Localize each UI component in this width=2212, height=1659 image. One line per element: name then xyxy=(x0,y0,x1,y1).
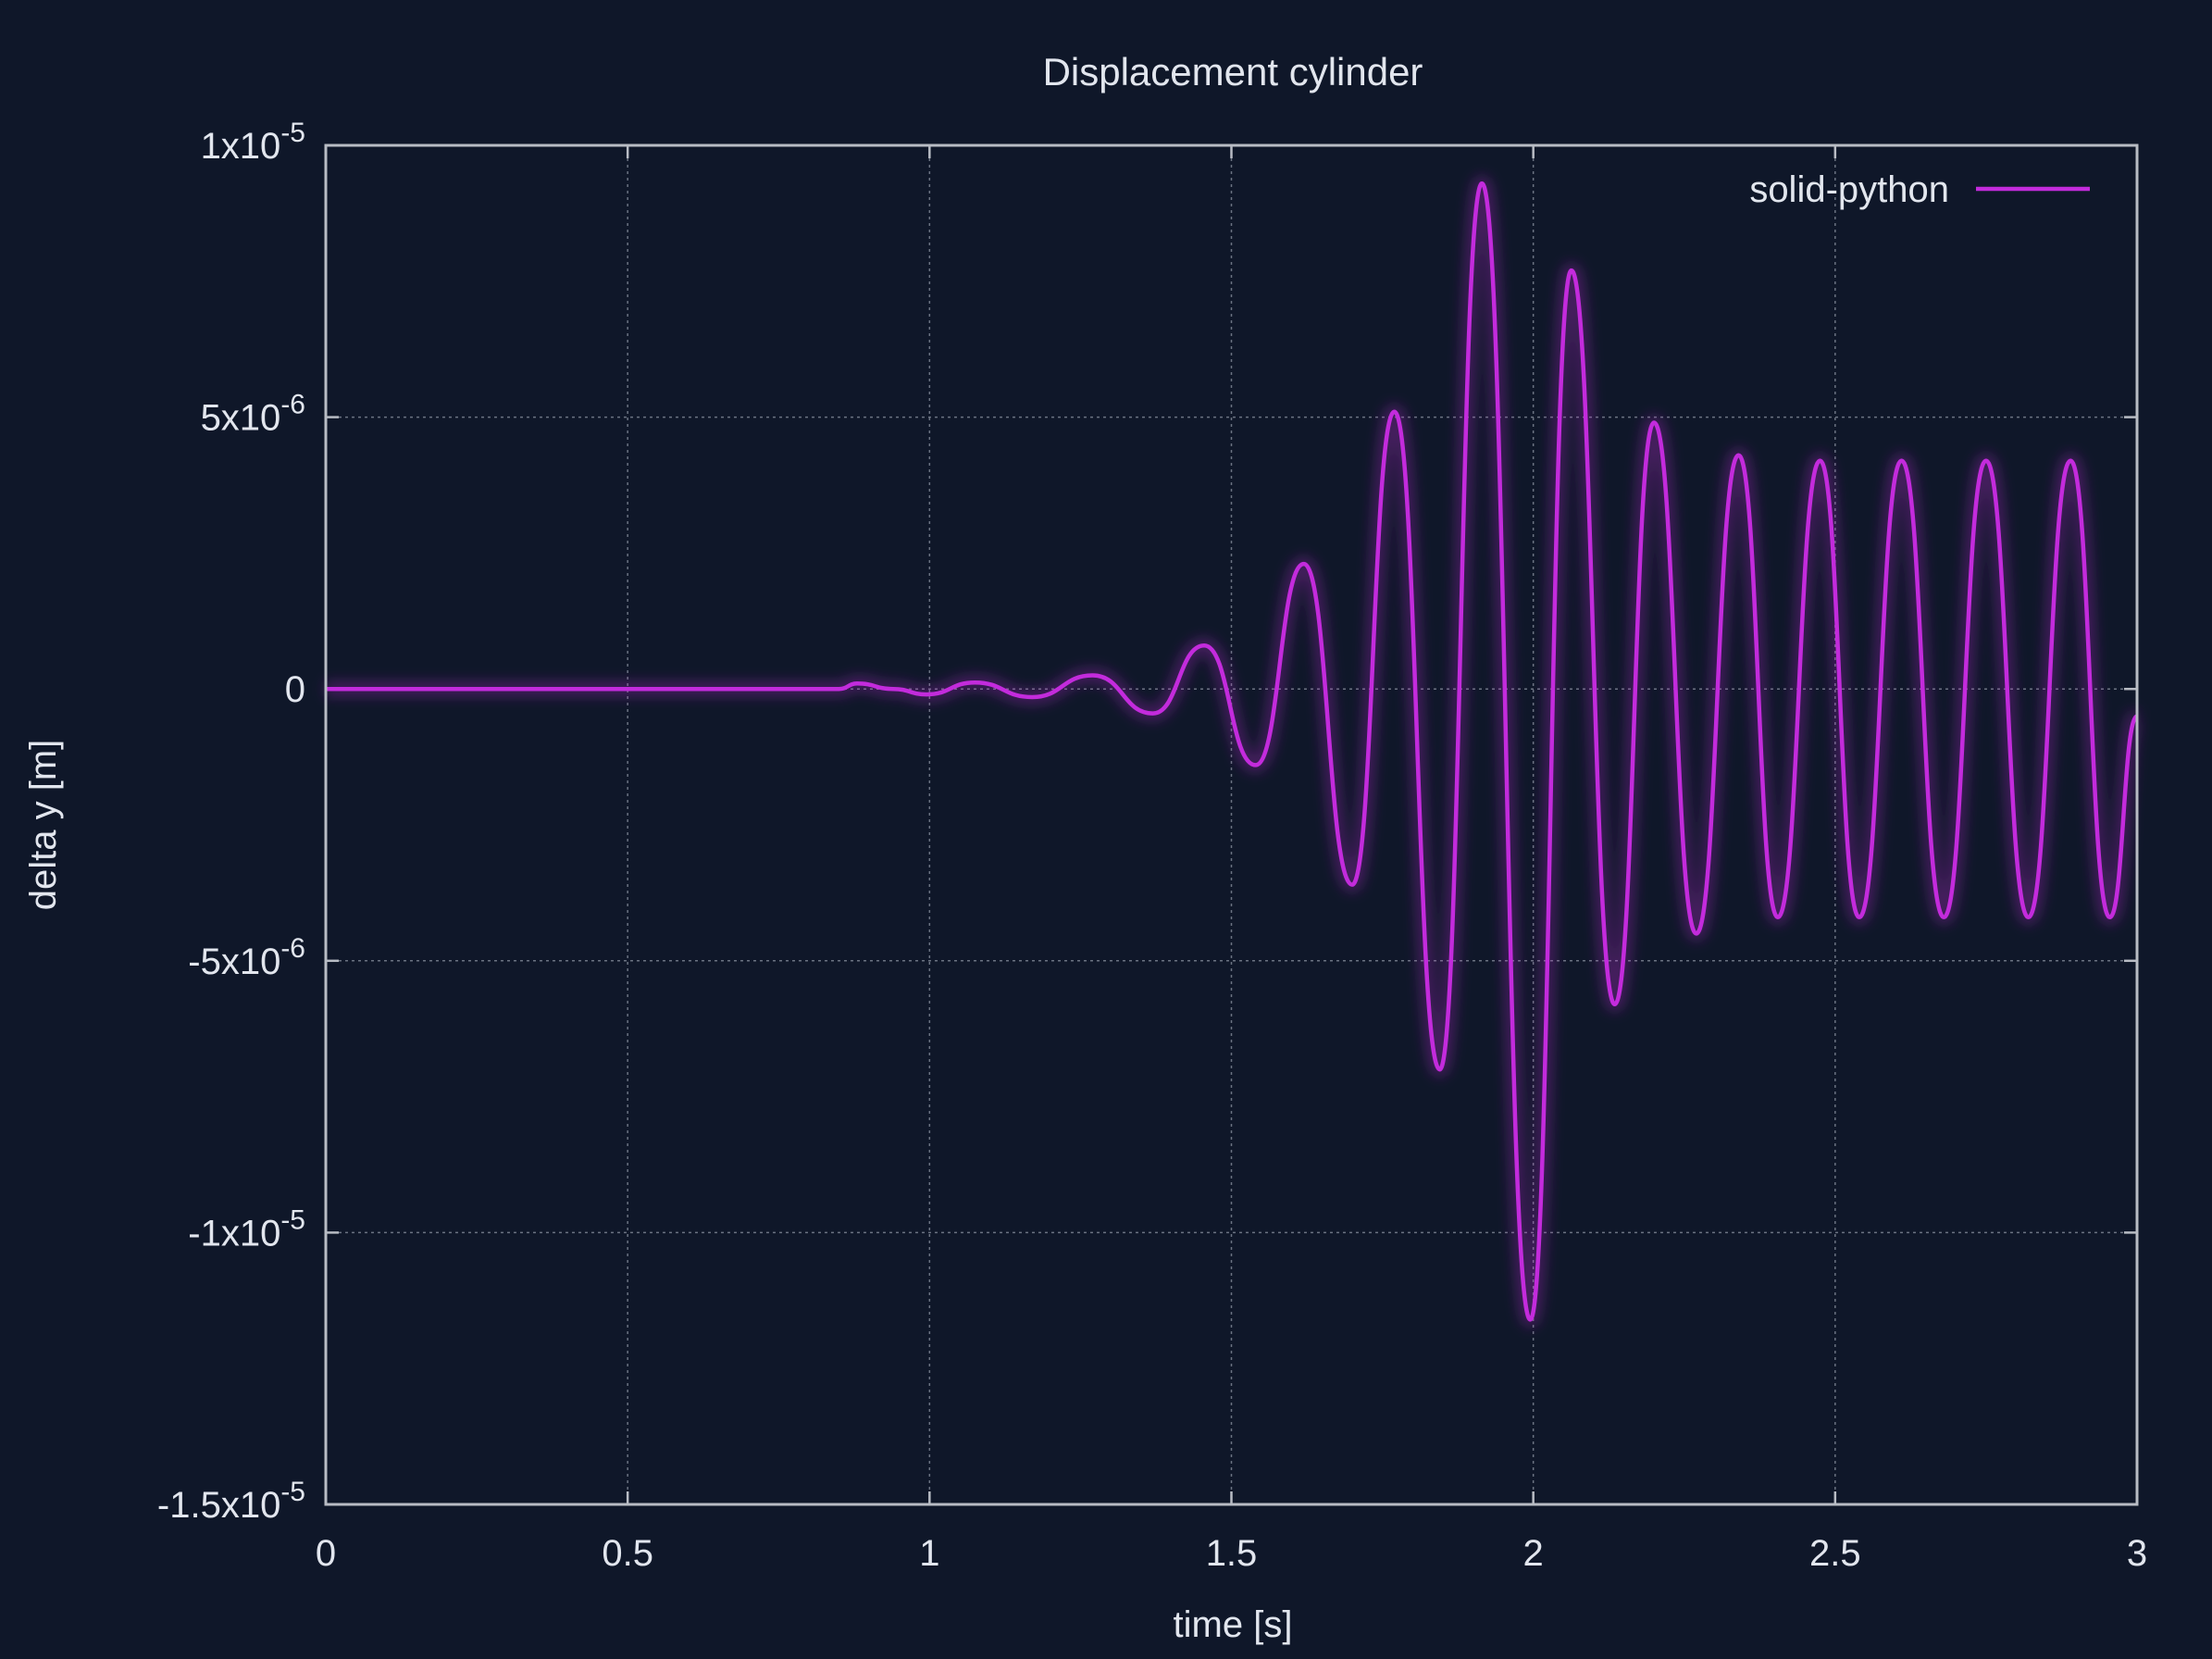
y-tick-label: -1.5x10-5 xyxy=(157,1477,305,1526)
x-tick-label: 3 xyxy=(2127,1533,2147,1574)
y-tick-exponent: -5 xyxy=(280,118,305,148)
y-tick-exponent: -6 xyxy=(280,390,305,420)
x-tick-label: 2.5 xyxy=(1809,1533,1861,1574)
y-tick-label: 5x10-6 xyxy=(201,390,305,439)
y-tick-label: -1x10-5 xyxy=(188,1204,305,1254)
y-tick-mantissa: -1.5x10 xyxy=(157,1485,280,1526)
legend-label: solid-python xyxy=(1749,169,1949,210)
y-tick-label: 0 xyxy=(285,669,305,710)
x-tick-label: 2 xyxy=(1523,1533,1544,1574)
y-tick-label: 1x10-5 xyxy=(201,118,305,167)
chart-title: Displacement cylinder xyxy=(1043,50,1423,94)
x-tick-label: 1.5 xyxy=(1206,1533,1258,1574)
x-tick-label: 0.5 xyxy=(602,1533,653,1574)
series-layer xyxy=(325,176,2144,1328)
y-axis-label: delta y [m] xyxy=(23,740,64,911)
x-axis-label: time [s] xyxy=(1174,1604,1293,1645)
y-tick-mantissa: 0 xyxy=(285,669,305,710)
legend: solid-python xyxy=(1749,169,2090,210)
x-tick-label: 1 xyxy=(919,1533,939,1574)
y-tick-mantissa: -1x10 xyxy=(188,1213,280,1254)
plot-frame xyxy=(324,143,2139,1506)
y-tick-mantissa: 1x10 xyxy=(201,126,281,167)
y-tick-exponent: -5 xyxy=(280,1477,305,1507)
x-tick-labels: 0 0.5 1 1.5 2 2.5 3 xyxy=(316,1533,2147,1574)
y-tick-exponent: -5 xyxy=(280,1204,305,1235)
series-line xyxy=(325,181,2140,1322)
x-tick-label: 0 xyxy=(316,1533,336,1574)
y-tick-mantissa: 5x10 xyxy=(201,398,281,439)
y-tick-label: -5x10-6 xyxy=(188,933,305,982)
y-tick-exponent: -6 xyxy=(280,933,305,964)
y-tick-mantissa: -5x10 xyxy=(188,942,280,982)
